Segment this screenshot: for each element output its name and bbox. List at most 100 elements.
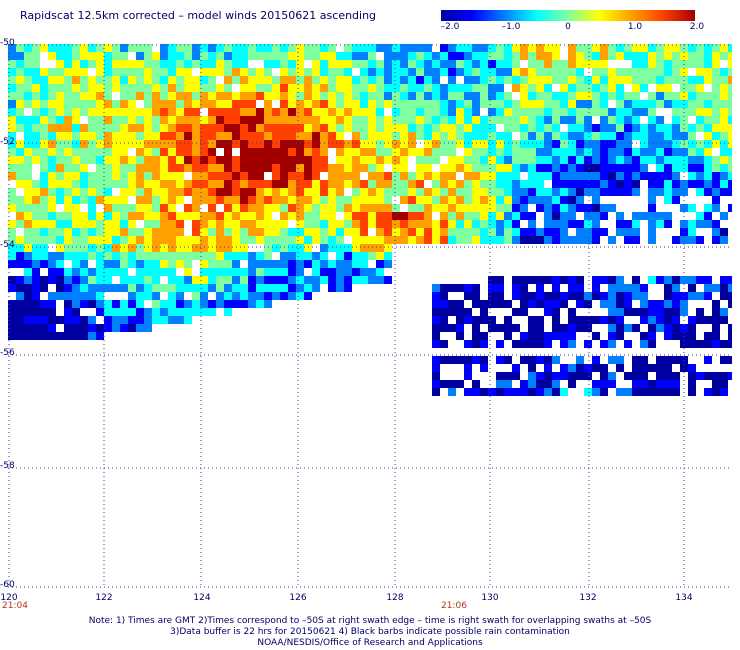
data-cell (536, 108, 544, 116)
data-cell (320, 52, 328, 60)
data-cell (432, 204, 440, 212)
data-cell (600, 316, 608, 324)
data-cell (552, 100, 560, 108)
data-cell (88, 156, 96, 164)
data-cell (448, 100, 456, 108)
data-cell (176, 292, 184, 300)
data-cell (320, 148, 328, 156)
data-cell (304, 68, 312, 76)
data-cell (176, 276, 184, 284)
data-cell (512, 60, 520, 68)
data-cell (112, 300, 120, 308)
data-cell (320, 76, 328, 84)
data-cell (456, 196, 464, 204)
data-cell (696, 68, 704, 76)
data-cell (176, 188, 184, 196)
data-cell (720, 124, 728, 132)
data-cell (712, 156, 720, 164)
data-cell (488, 212, 496, 220)
data-cell (200, 284, 208, 292)
data-cell (264, 252, 272, 260)
data-cell (728, 140, 732, 148)
data-cell (328, 52, 336, 60)
data-cell (32, 196, 40, 204)
data-cell (272, 164, 280, 172)
data-cell (464, 100, 472, 108)
data-cell (720, 164, 728, 172)
data-cell (416, 148, 424, 156)
data-cell (32, 60, 40, 68)
data-cell (296, 100, 304, 108)
data-cell (344, 76, 352, 84)
data-cell (544, 156, 552, 164)
data-cell (440, 68, 448, 76)
data-cell (32, 108, 40, 116)
data-cell (304, 260, 312, 268)
data-cell (344, 212, 352, 220)
data-cell (464, 124, 472, 132)
data-cell (544, 340, 552, 348)
data-cell (504, 44, 512, 52)
data-cell (176, 148, 184, 156)
data-cell (584, 388, 592, 396)
data-cell (472, 300, 480, 308)
data-cell (416, 60, 424, 68)
data-cell (208, 268, 216, 276)
data-cell (200, 156, 208, 164)
data-cell (424, 164, 432, 172)
data-cell (144, 212, 152, 220)
data-cell (312, 284, 320, 292)
data-cell (176, 100, 184, 108)
data-cell (312, 92, 320, 100)
data-cell (64, 76, 72, 84)
data-cell (120, 92, 128, 100)
data-cell (184, 124, 192, 132)
data-cell (600, 100, 608, 108)
data-cell (216, 196, 224, 204)
data-cell (312, 116, 320, 124)
data-cell (40, 100, 48, 108)
data-cell (600, 52, 608, 60)
data-cell (728, 276, 732, 284)
data-cell (496, 380, 504, 388)
data-cell (536, 300, 544, 308)
data-cell (504, 212, 512, 220)
data-cell (504, 60, 512, 68)
data-cell (536, 148, 544, 156)
data-cell (576, 372, 584, 380)
data-cell (176, 308, 184, 316)
data-cell (664, 292, 672, 300)
data-cell (576, 148, 584, 156)
data-cell (568, 164, 576, 172)
data-cell (448, 60, 456, 68)
data-cell (584, 108, 592, 116)
data-cell (328, 132, 336, 140)
data-cell (480, 92, 488, 100)
data-cell (592, 212, 600, 220)
data-cell (304, 76, 312, 84)
data-cell (112, 148, 120, 156)
data-cell (184, 252, 192, 260)
data-cell (216, 276, 224, 284)
data-cell (104, 116, 112, 124)
data-cell (72, 188, 80, 196)
data-cell (152, 116, 160, 124)
data-cell (248, 100, 256, 108)
data-cell (536, 84, 544, 92)
data-cell (624, 68, 632, 76)
lat-label: -60 (0, 580, 15, 590)
data-cell (568, 52, 576, 60)
data-cell (600, 364, 608, 372)
data-cell (704, 188, 712, 196)
data-cell (168, 204, 176, 212)
data-cell (344, 244, 352, 252)
data-cell (168, 316, 176, 324)
data-cell (192, 204, 200, 212)
data-cell (496, 52, 504, 60)
data-cell (144, 188, 152, 196)
data-cell (264, 100, 272, 108)
data-cell (160, 188, 168, 196)
data-cell (288, 204, 296, 212)
data-cell (560, 364, 568, 372)
data-cell (104, 308, 112, 316)
